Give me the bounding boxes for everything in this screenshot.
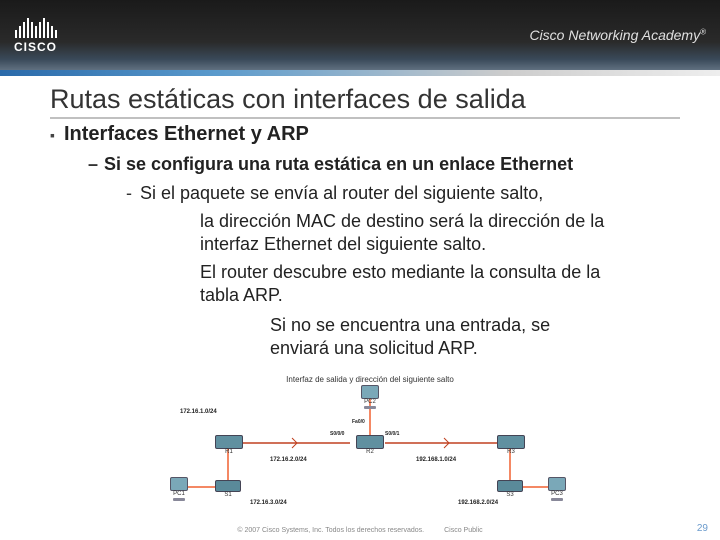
r1-node: R1 [215, 435, 243, 455]
slide-title: Rutas estáticas con interfaces de salida [50, 84, 680, 119]
pc2-label: PC2 [361, 399, 379, 405]
bullet-level-3: Si el paquete se envía al router del sig… [50, 183, 680, 204]
iface-s000: S0/0/0 [330, 431, 344, 437]
switch-icon [215, 480, 241, 492]
pc1-label: PC1 [170, 491, 188, 497]
router-icon [215, 435, 243, 449]
pc-icon [548, 477, 566, 491]
bullet-level-1: Interfaces Ethernet y ARP [50, 123, 680, 146]
academy-label: Cisco Networking Academy® [529, 27, 706, 43]
r2-node: R2 [356, 435, 384, 455]
slide-footer: © 2007 Cisco Systems, Inc. Todos los der… [0, 527, 720, 534]
copyright-text: © 2007 Cisco Systems, Inc. Todos los der… [237, 527, 424, 534]
pc-icon [361, 385, 379, 399]
paragraph-3: Si no se encuentra una entrada, se envia… [50, 314, 680, 359]
s3-label: S3 [497, 492, 523, 498]
iface-fa00: Fa0/0 [352, 419, 365, 425]
pc-icon [170, 477, 188, 491]
cisco-brand-text: CISCO [14, 40, 57, 54]
r3-node: R3 [497, 435, 525, 455]
iface-s001: S0/0/1 [385, 431, 399, 437]
r1-label: R1 [215, 449, 243, 455]
pc1-node: PC1 [170, 477, 188, 497]
paragraph-2: El router descubre esto mediante la cons… [50, 261, 680, 306]
r3-label: R3 [497, 449, 525, 455]
s1-node: S1 [215, 480, 241, 498]
router-icon [497, 435, 525, 449]
pc3-label: PC3 [548, 491, 566, 497]
net-172-16-1: 172.16.1.0/24 [180, 409, 217, 415]
r2-label: R2 [356, 449, 384, 455]
classification-text: Cisco Public [444, 527, 483, 534]
pc2-node: PC2 [361, 385, 379, 405]
page-number: 29 [697, 523, 708, 534]
net-172-16-2: 172.16.2.0/24 [270, 457, 307, 463]
net-192-168-1: 192.168.1.0/24 [416, 457, 456, 463]
router-icon [356, 435, 384, 449]
cisco-bars-icon [15, 16, 57, 38]
net-192-168-2: 192.168.2.0/24 [458, 500, 498, 506]
bullet-level-2: Si se configura una ruta estática en un … [50, 154, 680, 175]
switch-icon [497, 480, 523, 492]
net-172-16-3: 172.16.3.0/24 [250, 500, 287, 506]
paragraph-1: la dirección MAC de destino será la dire… [50, 210, 680, 255]
slide-header: CISCO Cisco Networking Academy® [0, 0, 720, 70]
pc3-node: PC3 [548, 477, 566, 497]
slide-body: Rutas estáticas con interfaces de salida… [0, 76, 720, 359]
cisco-logo: CISCO [14, 16, 57, 54]
s3-node: S3 [497, 480, 523, 498]
network-diagram: Interfaz de salida y dirección del sigui… [180, 375, 560, 510]
s1-label: S1 [215, 492, 241, 498]
